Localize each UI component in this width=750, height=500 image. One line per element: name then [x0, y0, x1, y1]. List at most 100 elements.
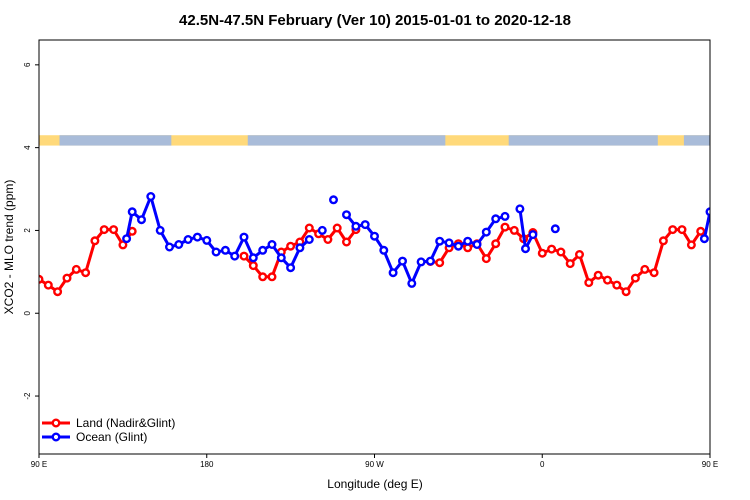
- x-tick-label: 180: [200, 460, 214, 469]
- data-point: [379, 245, 389, 255]
- data-point: [317, 225, 327, 235]
- data-point: [435, 258, 445, 268]
- data-point: [725, 193, 732, 200]
- x-tick-label: 90 W: [365, 460, 384, 469]
- data-point: [435, 236, 445, 246]
- data-point: [146, 191, 156, 201]
- data-point: [351, 221, 361, 231]
- data-point: [342, 237, 352, 247]
- data-point: [81, 268, 91, 278]
- data-point: [481, 227, 491, 237]
- data-point: [202, 235, 212, 245]
- series-ocean: [122, 191, 750, 288]
- ocean-band-segment: [59, 135, 172, 146]
- ocean-band-segment: [683, 135, 710, 146]
- surface-type-band: [39, 135, 710, 146]
- data-point: [360, 220, 370, 230]
- data-point: [649, 268, 659, 278]
- data-point: [329, 195, 339, 205]
- data-point: [621, 287, 631, 297]
- data-point: [584, 278, 594, 288]
- x-axis-label: Longitude (deg E): [327, 477, 422, 491]
- data-point: [716, 216, 723, 223]
- data-point: [370, 231, 380, 241]
- x-tick-label: 0: [540, 460, 545, 469]
- data-point: [677, 225, 687, 235]
- data-point: [267, 239, 277, 249]
- data-point: [109, 225, 119, 235]
- data-point: [744, 244, 750, 251]
- data-point: [686, 240, 696, 250]
- data-point: [668, 225, 678, 235]
- data-point: [388, 268, 398, 278]
- data-point: [528, 230, 538, 240]
- legend-label: Ocean (Glint): [76, 430, 147, 444]
- data-point: [220, 245, 230, 255]
- data-point: [407, 278, 417, 288]
- y-tick-label: 0: [23, 310, 32, 315]
- data-point: [472, 239, 482, 249]
- data-point: [122, 234, 132, 244]
- data-point: [248, 253, 258, 263]
- ocean-band-segment: [247, 135, 446, 146]
- data-point: [258, 272, 268, 282]
- x-tick-label: 90 E: [702, 460, 718, 469]
- data-point: [276, 253, 286, 263]
- data-point: [230, 251, 240, 261]
- data-point: [323, 234, 333, 244]
- data-point: [500, 222, 510, 232]
- data-point: [463, 236, 473, 246]
- data-point: [192, 232, 202, 242]
- data-point: [658, 236, 668, 246]
- x-axis: 90 E 180 90 W 0 90 E: [31, 454, 718, 469]
- data-point: [174, 239, 184, 249]
- x-tick-label: 90 E: [31, 460, 47, 469]
- data-point: [286, 241, 296, 251]
- data-point: [164, 242, 174, 252]
- y-tick-label: -2: [23, 392, 32, 400]
- series-line: [430, 225, 702, 294]
- data-point: [547, 244, 557, 254]
- data-point: [211, 247, 221, 257]
- data-point: [258, 245, 268, 255]
- data-point: [304, 234, 314, 244]
- data-point: [515, 204, 525, 214]
- data-point: [398, 256, 408, 266]
- y-axis: -2 0 2 4 6: [23, 62, 39, 400]
- data-point: [705, 207, 710, 217]
- series-layer: [39, 191, 750, 297]
- data-point: [575, 249, 585, 259]
- y-tick-label: 6: [23, 62, 32, 67]
- data-point: [136, 215, 146, 225]
- data-point: [521, 244, 531, 254]
- data-point: [565, 259, 575, 269]
- legend: Land (Nadir&Glint)Ocean (Glint): [42, 416, 175, 444]
- data-point: [491, 239, 501, 249]
- data-point: [286, 263, 296, 273]
- data-point: [603, 275, 613, 285]
- data-point: [500, 211, 510, 221]
- y-tick-label: 2: [23, 228, 32, 233]
- data-point: [62, 273, 72, 283]
- legend-marker: [51, 432, 61, 442]
- data-point: [53, 287, 63, 297]
- legend-item: Ocean (Glint): [42, 430, 147, 444]
- series-line: [39, 228, 134, 294]
- data-point: [612, 280, 622, 290]
- y-axis-label: XCO2 - MLO trend (ppm): [2, 180, 16, 315]
- data-point: [239, 232, 249, 242]
- data-point: [183, 234, 193, 244]
- ocean-band-segment: [508, 135, 658, 146]
- data-point: [239, 251, 249, 261]
- data-point: [99, 225, 109, 235]
- data-point: [550, 224, 560, 234]
- legend-marker: [51, 418, 61, 428]
- data-point: [90, 236, 100, 246]
- plot-frame: [38, 39, 711, 455]
- data-point: [304, 223, 314, 233]
- data-point: [509, 225, 519, 235]
- data-point: [735, 227, 742, 234]
- data-point: [71, 264, 81, 274]
- data-point: [481, 254, 491, 264]
- data-point: [593, 270, 603, 280]
